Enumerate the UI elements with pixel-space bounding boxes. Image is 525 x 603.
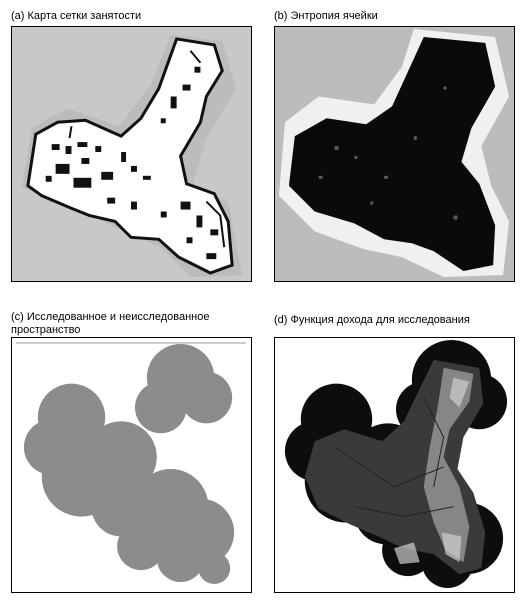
- caption-d: (d) Функция дохода для исследования: [274, 314, 470, 326]
- panel-a-occupancy-map: [11, 26, 252, 282]
- caption-c: (c) Исследованное и неисследованное прос…: [11, 311, 210, 336]
- panel-d-gain-map: [274, 337, 515, 593]
- explored-map-figure: [12, 338, 251, 592]
- caption-b: (b) Энтропия ячейки: [274, 10, 378, 22]
- known-region-area: [288, 36, 496, 272]
- entropy-map-figure: [275, 27, 514, 281]
- panel-c-explored-map: [11, 337, 252, 593]
- gain-high-band: [423, 367, 474, 563]
- gain-map-figure: [275, 338, 514, 592]
- free-space-area: [26, 37, 234, 275]
- panel-b-entropy-map: [274, 26, 515, 282]
- caption-a: (a) Карта сетки занятости: [11, 10, 142, 22]
- occupancy-map-figure: [12, 27, 251, 281]
- explored-region-area: [23, 344, 235, 585]
